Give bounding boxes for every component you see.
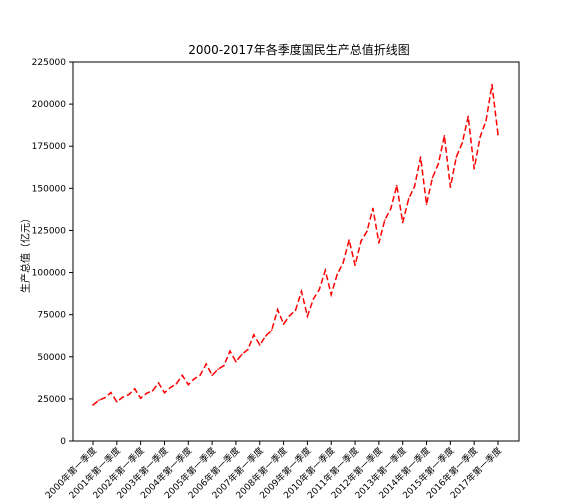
series-layer <box>92 83 499 406</box>
data-point <box>461 142 464 144</box>
data-point <box>413 185 416 188</box>
data-point <box>354 264 356 267</box>
data-point <box>258 344 261 346</box>
data-point <box>163 391 166 394</box>
plot-area-frame <box>72 61 520 442</box>
y-axis: 0 25000 50000 75000 100000 125000 150000 175000… <box>32 58 73 447</box>
data-point <box>419 156 422 158</box>
data-point <box>175 382 178 385</box>
data-point <box>199 374 202 376</box>
data-point <box>312 298 315 300</box>
data-point <box>116 400 118 403</box>
y-tick-label: 125000 <box>32 226 67 236</box>
data-point <box>348 239 350 241</box>
data-point <box>211 374 213 377</box>
data-point <box>187 383 190 386</box>
data-point <box>467 115 470 118</box>
data-point <box>318 288 321 291</box>
data-point <box>395 184 398 187</box>
data-point <box>253 333 255 336</box>
data-point <box>270 329 273 332</box>
data-point <box>437 162 440 165</box>
y-tick-label: 25000 <box>37 395 66 405</box>
data-point <box>193 378 196 380</box>
data-point <box>127 393 130 396</box>
data-point <box>139 397 142 400</box>
data-point <box>366 230 368 233</box>
y-tick-label: 50000 <box>37 353 66 363</box>
x-axis: 2000年第一季度2001年第一季度2002年第一季度2003年第一季度2004… <box>43 441 504 501</box>
data-point <box>431 176 434 179</box>
data-point <box>407 197 410 200</box>
data-point <box>229 350 231 352</box>
series-line <box>92 84 499 406</box>
data-point <box>449 186 452 188</box>
data-point <box>294 309 297 312</box>
data-point <box>98 399 100 402</box>
data-point <box>360 240 362 243</box>
data-point <box>235 360 237 363</box>
data-point <box>205 363 207 365</box>
data-point <box>372 207 374 210</box>
data-point <box>389 207 392 210</box>
data-point <box>104 396 106 399</box>
data-point <box>157 382 160 384</box>
data-point <box>306 315 309 317</box>
data-point <box>378 242 380 244</box>
data-point <box>264 335 267 337</box>
data-point <box>342 262 344 264</box>
data-point <box>145 392 148 395</box>
data-point <box>276 308 279 311</box>
y-axis-label: 生产总值（亿元） <box>19 213 32 293</box>
data-point <box>223 364 225 367</box>
data-point <box>282 323 285 325</box>
data-point <box>288 315 291 317</box>
data-point <box>121 396 124 399</box>
data-point <box>92 404 94 406</box>
data-point <box>133 387 136 390</box>
data-point <box>455 156 458 158</box>
data-point <box>473 167 475 170</box>
chart-title: 2000-2017年各季度国民生产总值折线图 <box>188 42 409 57</box>
y-tick-label: 100000 <box>32 269 67 279</box>
y-tick-label: 75000 <box>37 311 66 321</box>
data-point <box>241 353 243 356</box>
y-tick-label: 0 <box>60 437 66 447</box>
data-point <box>151 390 154 392</box>
data-point <box>479 136 481 138</box>
data-point <box>330 293 333 296</box>
data-point <box>384 219 386 221</box>
y-tick-label: 225000 <box>32 58 67 68</box>
y-tick-label: 150000 <box>32 184 67 194</box>
data-point <box>401 221 404 224</box>
data-point <box>491 83 493 86</box>
data-point <box>110 391 112 394</box>
data-point <box>425 203 428 205</box>
data-point <box>169 386 172 389</box>
y-tick-label: 200000 <box>32 100 67 110</box>
data-point <box>443 134 446 137</box>
data-point <box>217 368 219 371</box>
data-point <box>324 269 327 272</box>
data-point <box>336 273 338 276</box>
y-tick-label: 175000 <box>32 142 67 152</box>
data-point <box>181 374 184 377</box>
data-point <box>485 119 487 122</box>
data-point <box>300 290 303 293</box>
data-point <box>247 348 249 351</box>
data-point <box>497 133 499 136</box>
